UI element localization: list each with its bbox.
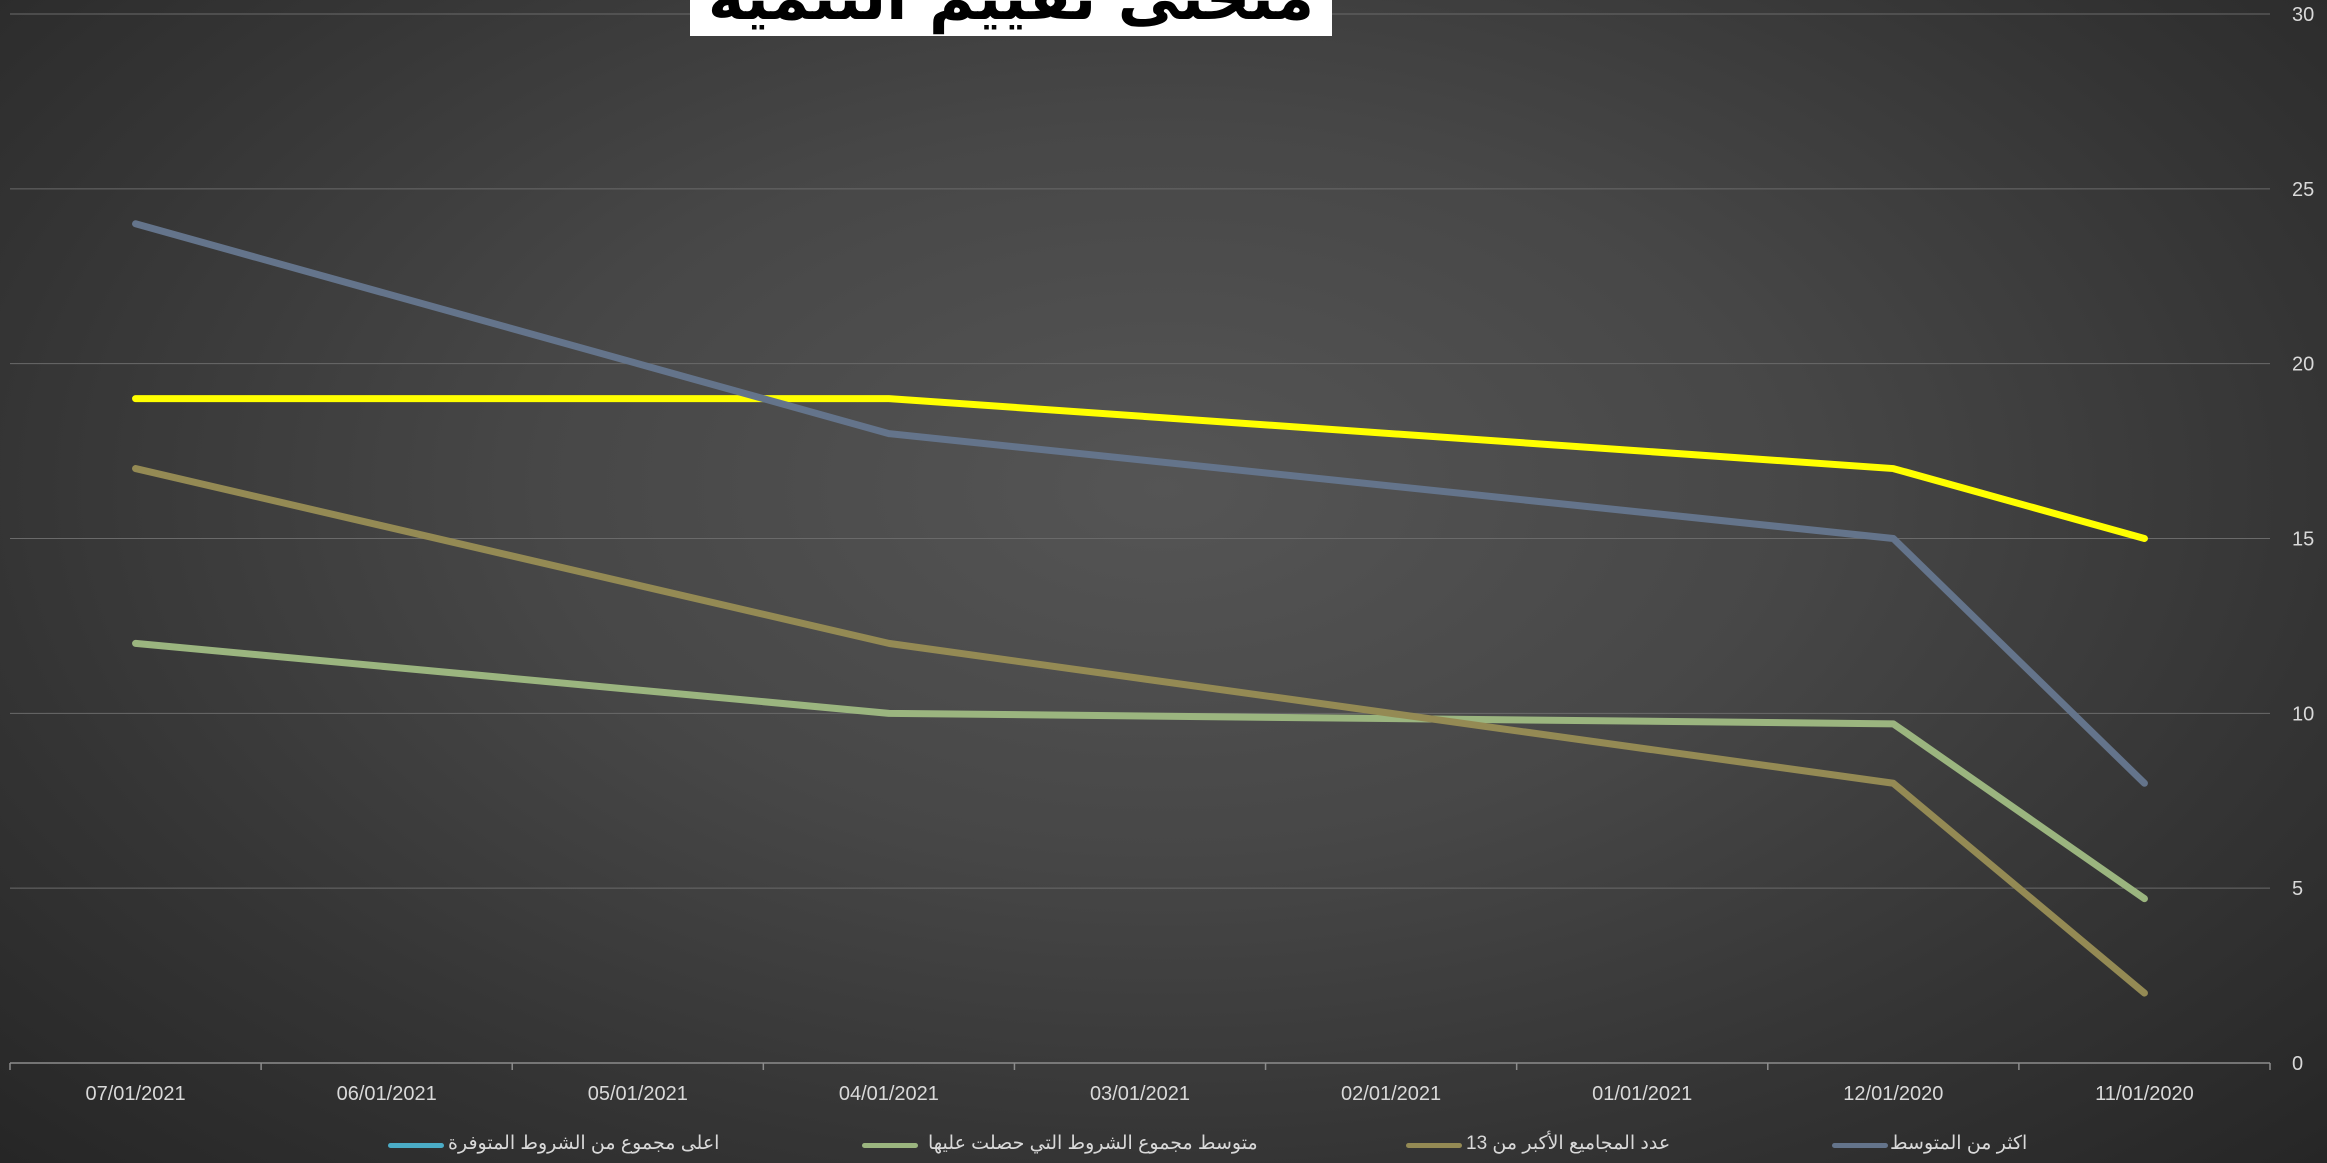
x-tick-label: 07/01/2021 — [86, 1083, 186, 1105]
x-axis — [9, 1062, 2271, 1070]
y-tick-label: 0 — [2292, 1053, 2303, 1075]
x-tick-label: 04/01/2021 — [839, 1083, 939, 1105]
y-tick-label: 10 — [2292, 703, 2314, 725]
series-line-4 — [132, 220, 2148, 787]
series-line-1 — [132, 395, 2148, 542]
y-tick-label: 15 — [2292, 529, 2314, 551]
chart-title-box: منحنى تقييم التنمية — [690, 0, 1332, 36]
legend-swatch-1 — [388, 1143, 444, 1148]
x-axis-tick-labels: 07/01/2021 06/01/2021 05/01/2021 04/01/2021… — [86, 1083, 2194, 1105]
legend-label-3: عدد المجاميع الأكبر من 13 — [1466, 1133, 1671, 1154]
x-tick-label: 05/01/2021 — [588, 1083, 688, 1105]
chart-title: منحنى تقييم التنمية — [690, 0, 1332, 34]
x-tick-label: 03/01/2021 — [1090, 1083, 1190, 1105]
series-lines — [132, 220, 2148, 997]
gridlines — [10, 13, 2270, 889]
legend-label-1: اعلى مجموع من الشروط المتوفرة — [448, 1133, 720, 1154]
x-tick-label: 06/01/2021 — [337, 1083, 437, 1105]
y-axis: 0 5 10 15 20 25 30 — [2292, 4, 2314, 1075]
y-tick-label: 20 — [2292, 354, 2314, 376]
y-tick-label: 5 — [2292, 878, 2303, 900]
series-line-3 — [132, 465, 2148, 997]
x-tick-label: 12/01/2020 — [1843, 1083, 1943, 1105]
y-tick-label: 25 — [2292, 179, 2314, 201]
legend-swatch-2 — [862, 1143, 918, 1148]
y-tick-label: 30 — [2292, 4, 2314, 26]
legend-label-2: متوسط مجموع الشروط التي حصلت عليها — [928, 1133, 1258, 1154]
legend-label-4: اكثر من المتوسط — [1890, 1133, 2028, 1154]
x-tick-label: 11/01/2020 — [2095, 1083, 2194, 1105]
legend: اعلى مجموع من الشروط المتوفرة متوسط مجمو… — [0, 1130, 2327, 1160]
legend-swatch-4 — [1832, 1143, 1888, 1148]
x-tick-label: 02/01/2021 — [1341, 1083, 1441, 1105]
series-line-2 — [132, 639, 2148, 903]
legend-swatch-3 — [1406, 1143, 1462, 1148]
x-tick-label: 01/01/2021 — [1592, 1083, 1692, 1105]
